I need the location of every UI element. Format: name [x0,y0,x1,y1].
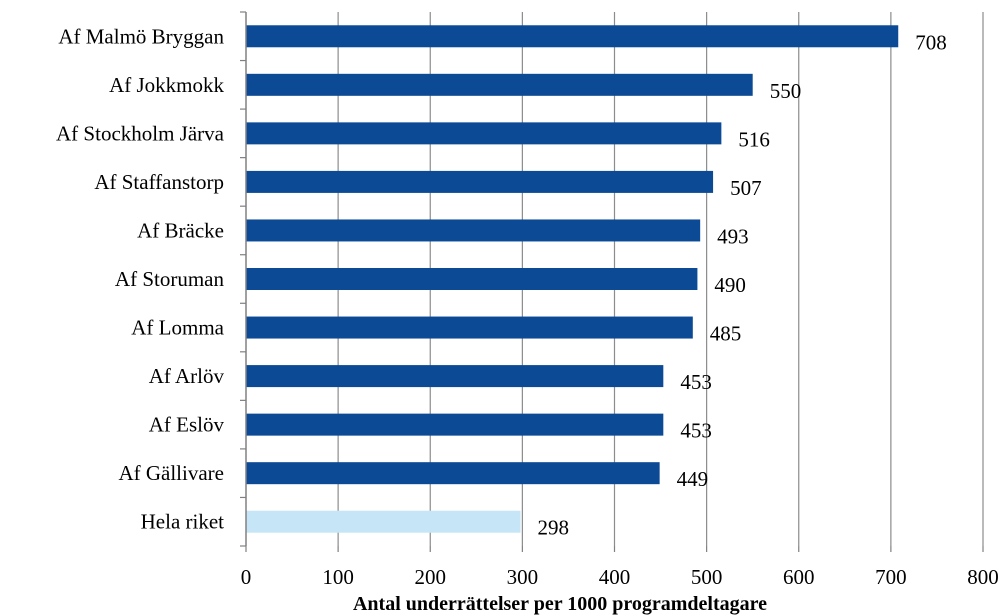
bar [246,268,698,290]
value-label: 708 [915,30,947,54]
bar [246,462,660,485]
x-tick-label: 300 [507,565,539,589]
bar [246,73,753,96]
x-tick-label: 0 [241,565,252,589]
bar [246,25,899,48]
value-label: 298 [538,516,570,540]
value-label: 490 [714,273,746,297]
category-label: Af Arlöv [149,364,225,388]
x-tick-label: 200 [415,565,447,589]
value-label: 449 [677,467,709,491]
x-axis-ticks: 0 100 200 300 400 500 600 700 800 [240,11,999,589]
category-label: Af Eslöv [149,413,225,437]
category-label: Af Gällivare [118,461,224,485]
value-label: 453 [680,370,712,394]
x-tick-label: 800 [967,565,999,589]
bar [246,510,521,533]
category-label: Af Bräcke [137,218,224,242]
category-label: Af Stockholm Järva [56,121,225,145]
x-tick-label: 400 [599,565,631,589]
value-label: 550 [770,79,802,103]
category-label: Af Lomma [131,316,224,340]
x-tick-label: 100 [322,565,354,589]
category-labels: Af Malmö Bryggan Af Jokkmokk Af Stockholm … [56,24,225,533]
value-label: 485 [710,322,742,346]
x-tick-label: 700 [875,565,907,589]
bar [246,316,693,339]
value-label: 516 [738,127,770,151]
value-label: 493 [717,224,749,248]
bar [246,170,714,193]
bar [246,219,701,242]
value-label: 453 [680,419,712,443]
x-tick-label: 500 [691,565,723,589]
bar [246,413,664,436]
category-label: Af Storuman [115,267,225,291]
category-label: Af Malmö Bryggan [58,24,224,48]
value-label: 507 [730,176,762,200]
category-label: Af Staffanstorp [94,170,224,194]
x-axis-title: Antal underrättelser per 1000 programdel… [353,593,767,615]
x-tick-label: 600 [783,565,815,589]
bar [246,122,722,145]
category-label: Af Jokkmokk [109,73,224,97]
bars [246,25,899,533]
bar [246,365,664,388]
category-label: Hela riket [141,510,225,534]
